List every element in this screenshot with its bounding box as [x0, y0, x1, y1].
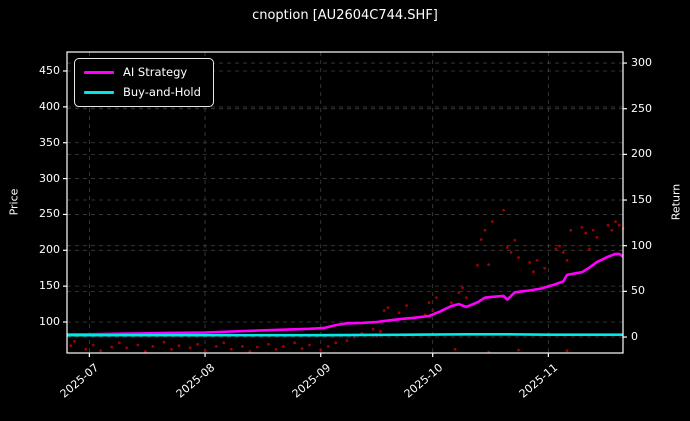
price-scatter-dot [248, 350, 252, 353]
price-scatter-dot [229, 347, 233, 351]
price-scatter-dot [532, 270, 535, 274]
price-scatter-dot [584, 231, 588, 235]
price-scatter-dot [151, 345, 155, 348]
price-scatter-dot [170, 347, 173, 351]
price-scatter-dot [203, 349, 207, 353]
price-scatter-dot [177, 344, 181, 348]
price-scatter-dot [300, 347, 304, 350]
price-scatter-dot [461, 286, 464, 289]
price-scatter-dot [490, 220, 494, 224]
price-scatter-dot [487, 263, 491, 267]
legend-entry-buy-and-hold: Buy-and-Hold [84, 86, 201, 99]
ai-strategy-line-swatch [84, 71, 114, 74]
price-scatter-dot [464, 296, 468, 300]
price-scatter-dot [117, 341, 121, 345]
price-scatter-dot [405, 304, 408, 307]
price-scatter-dot [565, 349, 569, 353]
price-scatter-dot [569, 228, 573, 232]
chart-title: cnoption [AU2604C744.SHF] [252, 8, 438, 23]
price-scatter-dot [240, 345, 244, 348]
price-scatter-dot [476, 263, 479, 267]
price-scatter-dot [591, 228, 595, 232]
price-scatter-dot [558, 244, 561, 248]
price-scatter-dot [386, 306, 390, 310]
price-scatter-dot [319, 348, 323, 352]
price-scatter-dot [435, 296, 438, 300]
price-scatter-dot [617, 223, 621, 227]
price-scatter-dot [73, 339, 76, 343]
price-scatter-dot [326, 345, 330, 348]
price-scatter-dot [255, 345, 259, 349]
price-scatter-dot [382, 309, 386, 312]
price-scatter-dot [293, 341, 297, 345]
price-scatter-dot [449, 301, 453, 305]
price-scatter-dot [334, 341, 338, 345]
price-scatter-dot [214, 345, 218, 348]
price-scatter-dot [267, 342, 270, 346]
legend-label: Buy-and-Hold [123, 85, 201, 99]
price-scatter-dot [69, 344, 73, 348]
price-scatter-dot [143, 350, 147, 353]
series-line-buy-and-hold [67, 332, 623, 337]
price-scatter-dot [505, 246, 509, 249]
price-scatter-dot [528, 261, 532, 264]
price-scatter-dot [371, 327, 375, 331]
price-scatter-dot [561, 251, 565, 254]
price-scatter-dot [84, 347, 88, 351]
price-scatter-dot [517, 256, 520, 259]
legend-label: AI Strategy [123, 65, 188, 79]
price-scatter-dot [513, 238, 517, 242]
price-scatter-dot [453, 347, 457, 351]
price-scatter-dot [110, 345, 114, 349]
price-scatter-dot [614, 220, 617, 224]
price-scatter-dot [610, 228, 614, 232]
price-scatter-dot [588, 247, 591, 251]
price-scatter-dot [222, 341, 226, 345]
price-scatter-dot [274, 347, 278, 351]
price-scatter-dot [308, 343, 311, 347]
price-scatter-dot [427, 301, 431, 305]
price-scatter-dot [543, 266, 547, 270]
price-scatter-dot [136, 343, 140, 347]
price-scatter-dot [379, 329, 382, 333]
price-scatter-dot [517, 348, 520, 352]
price-scatter-dot [535, 258, 539, 262]
price-scatter-dot [457, 291, 461, 295]
price-scatter-dot [91, 343, 95, 347]
price-scatter-dot [606, 223, 610, 227]
legend-entry-ai-strategy: AI Strategy [84, 66, 201, 79]
price-scatter-dot [282, 345, 285, 348]
legend: AI Strategy Buy-and-Hold [74, 58, 214, 107]
price-scatter-dot [483, 228, 487, 232]
plot-frame [66, 51, 624, 354]
price-scatter-dot [580, 225, 584, 229]
price-scatter-dot [188, 346, 192, 350]
price-scatter-dot [431, 309, 435, 312]
price-scatter-dot [196, 342, 200, 346]
buy-and-hold-line-swatch [84, 91, 114, 94]
price-scatter-dot [352, 335, 356, 339]
price-scatter-dot [509, 251, 513, 254]
price-scatter-dot [565, 258, 569, 262]
price-scatter-dot [595, 235, 599, 239]
price-scatter-dot [162, 340, 166, 344]
price-scatter-dot [479, 238, 483, 241]
price-scatter-dot [345, 339, 349, 343]
series-line-ai-strategy [67, 252, 624, 336]
price-scatter-dot [554, 247, 558, 251]
price-scatter-dot [99, 349, 102, 353]
price-scatter-dot [125, 346, 129, 350]
price-scatter-dot [397, 311, 401, 315]
price-scatter-dot [502, 208, 505, 212]
